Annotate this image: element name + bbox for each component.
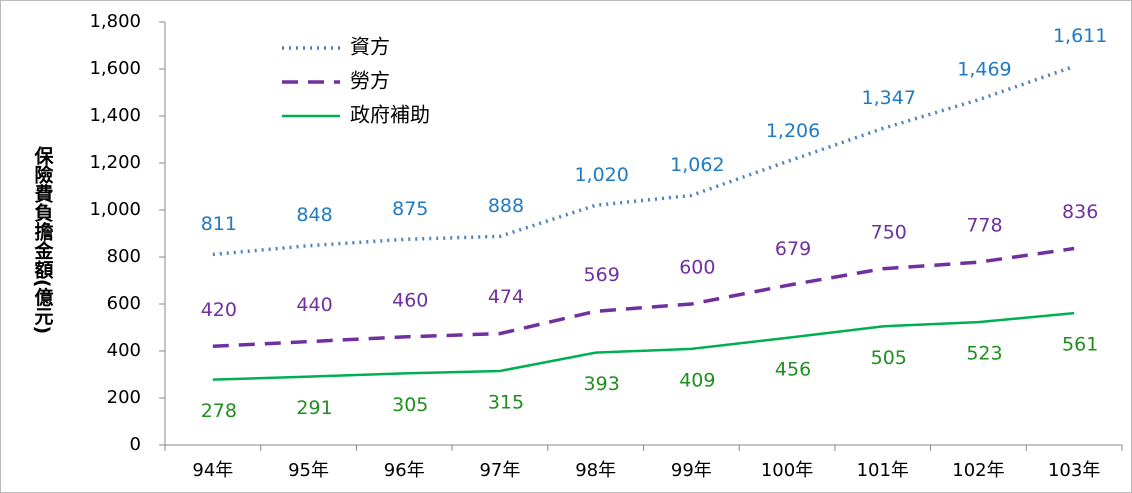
x-tick-label: 95年 — [288, 460, 329, 481]
x-tick-label: 97年 — [479, 460, 520, 481]
y-axis-label: 保險費負擔金額(億元) — [32, 145, 55, 335]
y-tick-label: 1,200 — [89, 152, 141, 173]
x-tick-label: 96年 — [384, 460, 425, 481]
data-label: 305 — [392, 394, 428, 416]
data-label: 888 — [488, 195, 524, 217]
data-label: 291 — [296, 397, 332, 419]
data-label: 1,062 — [670, 154, 724, 176]
data-label: 561 — [1062, 334, 1098, 356]
y-tick-label: 1,600 — [89, 58, 141, 79]
x-tick-label: 98年 — [575, 460, 616, 481]
x-tick-label: 103年 — [1048, 460, 1100, 481]
data-label: 523 — [966, 343, 1002, 365]
x-tick-label: 101年 — [857, 460, 909, 481]
legend-label: 資方 — [350, 35, 390, 59]
y-tick-label: 1,000 — [89, 199, 141, 220]
data-label: 460 — [392, 289, 428, 311]
data-label: 1,020 — [574, 164, 628, 186]
y-tick-label: 400 — [107, 340, 141, 361]
x-tick-label: 100年 — [761, 460, 813, 481]
data-label: 409 — [679, 369, 715, 391]
data-label: 474 — [488, 286, 524, 308]
y-tick-label: 1,400 — [89, 105, 141, 126]
data-label: 836 — [1062, 201, 1098, 223]
x-tick-label: 94年 — [192, 460, 233, 481]
data-label: 778 — [966, 215, 1002, 237]
data-label: 393 — [584, 373, 620, 395]
data-label: 1,611 — [1053, 25, 1107, 47]
data-label: 848 — [296, 204, 332, 226]
data-label: 1,206 — [766, 120, 820, 142]
data-label: 750 — [871, 221, 907, 243]
data-label: 278 — [201, 400, 237, 422]
data-label: 600 — [679, 257, 715, 279]
data-label: 1,469 — [957, 58, 1011, 80]
data-label: 420 — [201, 299, 237, 321]
y-tick-label: 800 — [107, 246, 141, 267]
data-label: 456 — [775, 358, 811, 380]
data-label: 811 — [201, 213, 237, 235]
y-tick-label: 0 — [130, 434, 141, 455]
data-label: 315 — [488, 391, 524, 413]
data-label: 569 — [584, 264, 620, 286]
legend-label: 政府補助 — [350, 103, 430, 127]
data-label: 440 — [296, 294, 332, 316]
data-label: 679 — [775, 238, 811, 260]
legend-label: 勞方 — [350, 69, 390, 93]
line-series — [212, 246, 1075, 349]
data-label: 1,347 — [862, 87, 916, 109]
y-tick-label: 200 — [107, 387, 141, 408]
y-tick-label: 600 — [107, 293, 141, 314]
x-tick-label: 102年 — [952, 460, 1004, 481]
line-series — [212, 311, 1075, 381]
x-tick-label: 99年 — [671, 460, 712, 481]
data-label: 505 — [871, 347, 907, 369]
y-tick-label: 1,800 — [89, 11, 141, 32]
data-label: 875 — [392, 198, 428, 220]
